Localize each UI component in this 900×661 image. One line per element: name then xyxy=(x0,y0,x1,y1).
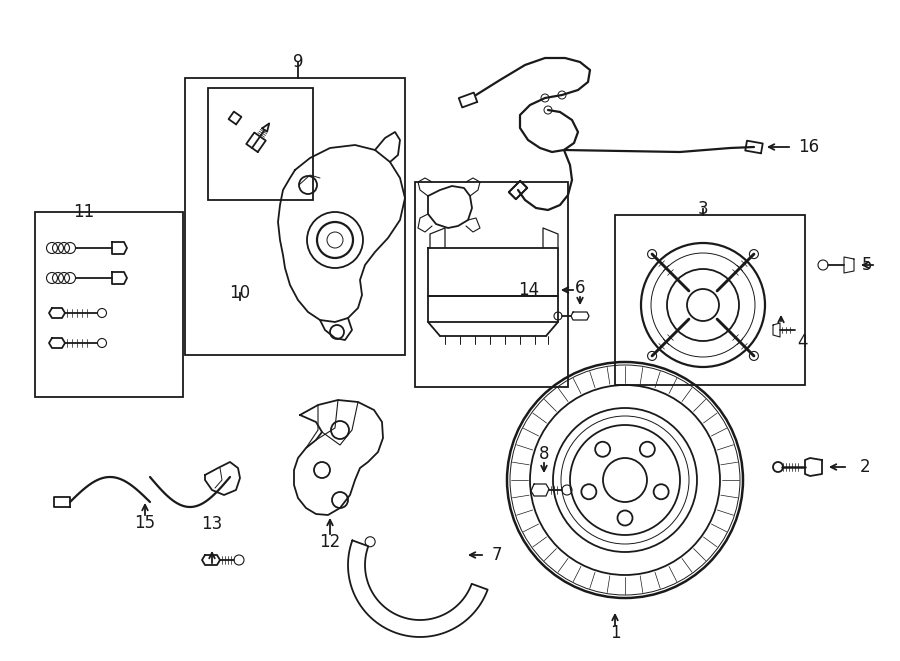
Text: 7: 7 xyxy=(492,546,502,564)
Bar xyxy=(185,78,405,355)
Bar xyxy=(615,215,805,385)
Bar xyxy=(208,88,313,200)
Bar xyxy=(35,212,183,397)
Text: 1: 1 xyxy=(609,624,620,642)
Text: 10: 10 xyxy=(230,284,250,302)
Text: 3: 3 xyxy=(698,200,708,218)
Text: 15: 15 xyxy=(134,514,156,532)
Text: 12: 12 xyxy=(320,533,340,551)
Text: 13: 13 xyxy=(202,515,222,533)
Text: 4: 4 xyxy=(797,333,807,351)
Text: 9: 9 xyxy=(292,53,303,71)
Text: 8: 8 xyxy=(539,445,549,463)
Bar xyxy=(415,182,568,387)
Text: 16: 16 xyxy=(798,138,819,156)
Text: 11: 11 xyxy=(73,203,94,221)
Text: 2: 2 xyxy=(860,458,870,476)
Text: 6: 6 xyxy=(575,279,585,297)
Text: 5: 5 xyxy=(862,256,872,274)
Text: 14: 14 xyxy=(518,281,539,299)
